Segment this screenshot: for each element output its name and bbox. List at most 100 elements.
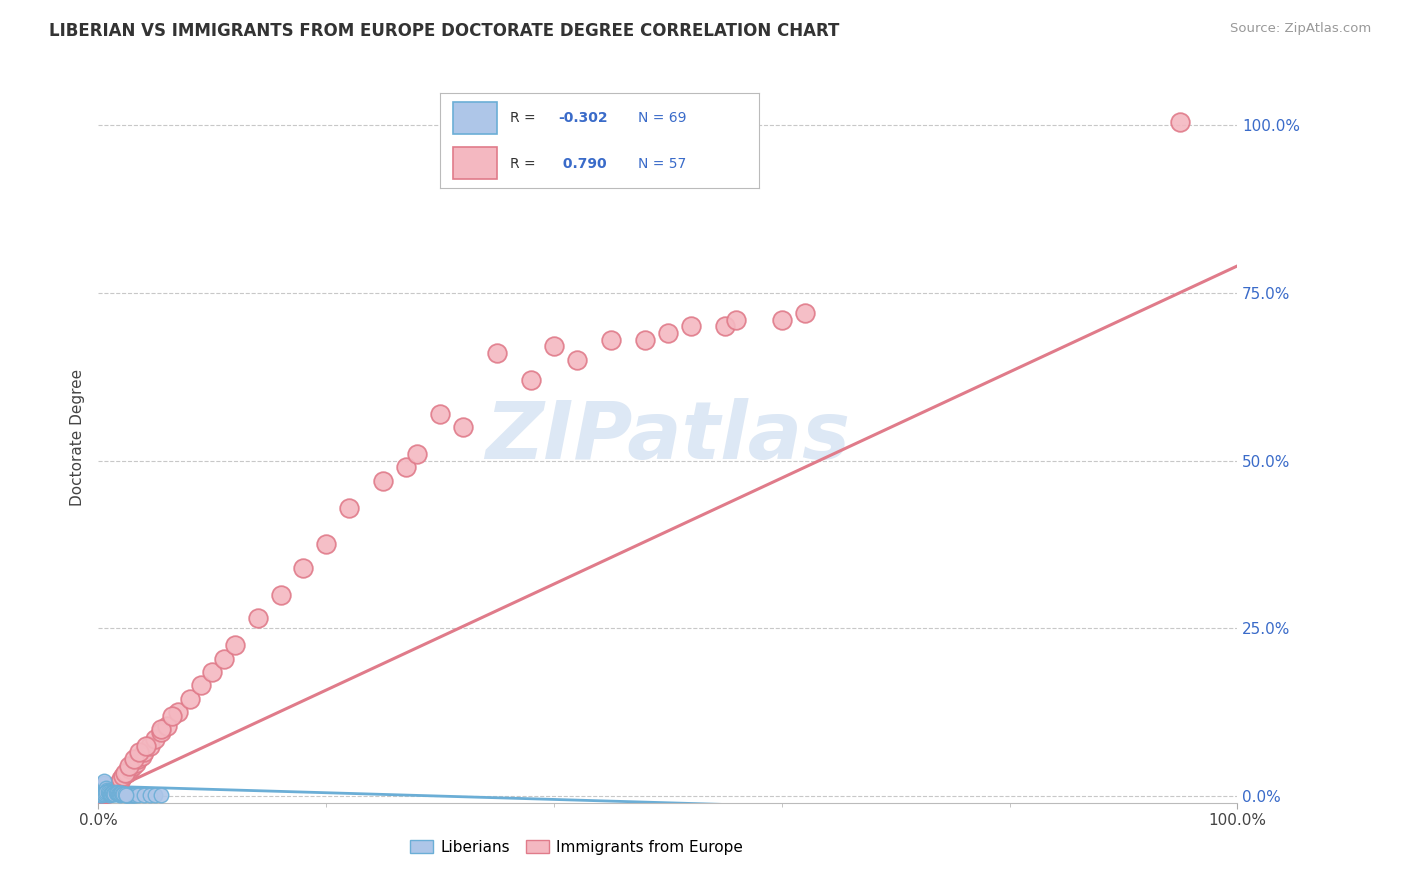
Point bbox=[128, 746, 150, 760]
Point bbox=[93, 787, 115, 801]
Point bbox=[124, 789, 146, 803]
Point bbox=[108, 788, 131, 802]
Point bbox=[770, 312, 793, 326]
Text: R =: R = bbox=[510, 157, 540, 170]
Point bbox=[565, 352, 588, 367]
Point bbox=[131, 748, 153, 763]
Point bbox=[132, 789, 155, 803]
Point bbox=[91, 777, 114, 791]
Point bbox=[98, 786, 121, 800]
Point bbox=[104, 786, 127, 800]
Point bbox=[97, 786, 120, 800]
Point bbox=[114, 788, 136, 802]
Point bbox=[127, 789, 149, 803]
Point bbox=[91, 788, 114, 802]
Point bbox=[150, 725, 173, 739]
Point bbox=[121, 788, 143, 802]
Point bbox=[96, 783, 118, 797]
Point bbox=[138, 789, 160, 803]
Text: -0.302: -0.302 bbox=[558, 111, 607, 125]
Point bbox=[122, 789, 145, 803]
Point bbox=[101, 786, 124, 800]
Bar bbox=[453, 146, 498, 179]
Point bbox=[371, 474, 394, 488]
Point bbox=[90, 786, 112, 800]
Point bbox=[110, 786, 132, 800]
Point bbox=[93, 787, 115, 801]
Point bbox=[112, 787, 135, 801]
Point bbox=[98, 787, 121, 801]
Point bbox=[110, 786, 132, 800]
Point bbox=[114, 765, 136, 780]
Point bbox=[93, 774, 115, 789]
Point bbox=[122, 752, 145, 766]
Point bbox=[120, 788, 142, 802]
Point bbox=[543, 339, 565, 353]
Point bbox=[100, 788, 122, 802]
Point bbox=[111, 787, 134, 801]
Point bbox=[714, 319, 737, 334]
Point bbox=[145, 789, 167, 803]
Point bbox=[90, 780, 112, 795]
Point bbox=[103, 787, 125, 801]
Point bbox=[212, 651, 235, 665]
Point bbox=[89, 787, 111, 801]
Point bbox=[429, 407, 451, 421]
Point bbox=[315, 537, 337, 551]
Point bbox=[725, 312, 748, 326]
Point bbox=[634, 333, 657, 347]
Point bbox=[105, 786, 128, 800]
Point bbox=[103, 787, 125, 801]
Point bbox=[246, 611, 269, 625]
Point bbox=[90, 788, 112, 802]
Point bbox=[292, 561, 315, 575]
Point bbox=[104, 779, 127, 793]
Legend: Liberians, Immigrants from Europe: Liberians, Immigrants from Europe bbox=[404, 834, 749, 861]
Text: R =: R = bbox=[510, 111, 540, 125]
Point bbox=[90, 783, 112, 797]
Point bbox=[94, 782, 117, 797]
Point bbox=[108, 775, 131, 789]
Point bbox=[96, 786, 118, 800]
Point bbox=[793, 306, 815, 320]
Point bbox=[114, 788, 136, 802]
Point bbox=[135, 739, 157, 753]
Point bbox=[111, 786, 134, 800]
Point bbox=[104, 785, 127, 799]
Text: ZIPatlas: ZIPatlas bbox=[485, 398, 851, 476]
Point bbox=[451, 420, 474, 434]
Point bbox=[112, 787, 135, 801]
Point bbox=[100, 787, 122, 801]
Text: Source: ZipAtlas.com: Source: ZipAtlas.com bbox=[1230, 22, 1371, 36]
Point bbox=[125, 756, 148, 770]
Point bbox=[118, 759, 141, 773]
Point bbox=[520, 373, 543, 387]
Point bbox=[117, 789, 139, 803]
Point bbox=[150, 722, 173, 736]
Point bbox=[96, 780, 118, 795]
Bar bbox=[453, 102, 498, 134]
Point bbox=[121, 759, 143, 773]
Point bbox=[103, 787, 125, 801]
Point bbox=[127, 752, 149, 766]
Point bbox=[91, 779, 114, 793]
Text: N = 69: N = 69 bbox=[638, 111, 686, 125]
Point bbox=[103, 786, 125, 800]
Point bbox=[486, 346, 509, 360]
Point bbox=[93, 786, 115, 800]
Point bbox=[107, 787, 129, 801]
Point bbox=[98, 783, 121, 797]
Point bbox=[190, 678, 212, 692]
Point bbox=[108, 787, 131, 801]
Point bbox=[337, 500, 360, 515]
Y-axis label: Doctorate Degree: Doctorate Degree bbox=[69, 368, 84, 506]
Point bbox=[406, 447, 429, 461]
Point bbox=[156, 718, 179, 732]
Point bbox=[114, 788, 136, 802]
Point bbox=[132, 746, 155, 760]
Point bbox=[145, 732, 167, 747]
Point bbox=[94, 786, 117, 800]
Text: 0.790: 0.790 bbox=[558, 157, 606, 170]
Point bbox=[395, 460, 418, 475]
Point bbox=[105, 786, 128, 800]
